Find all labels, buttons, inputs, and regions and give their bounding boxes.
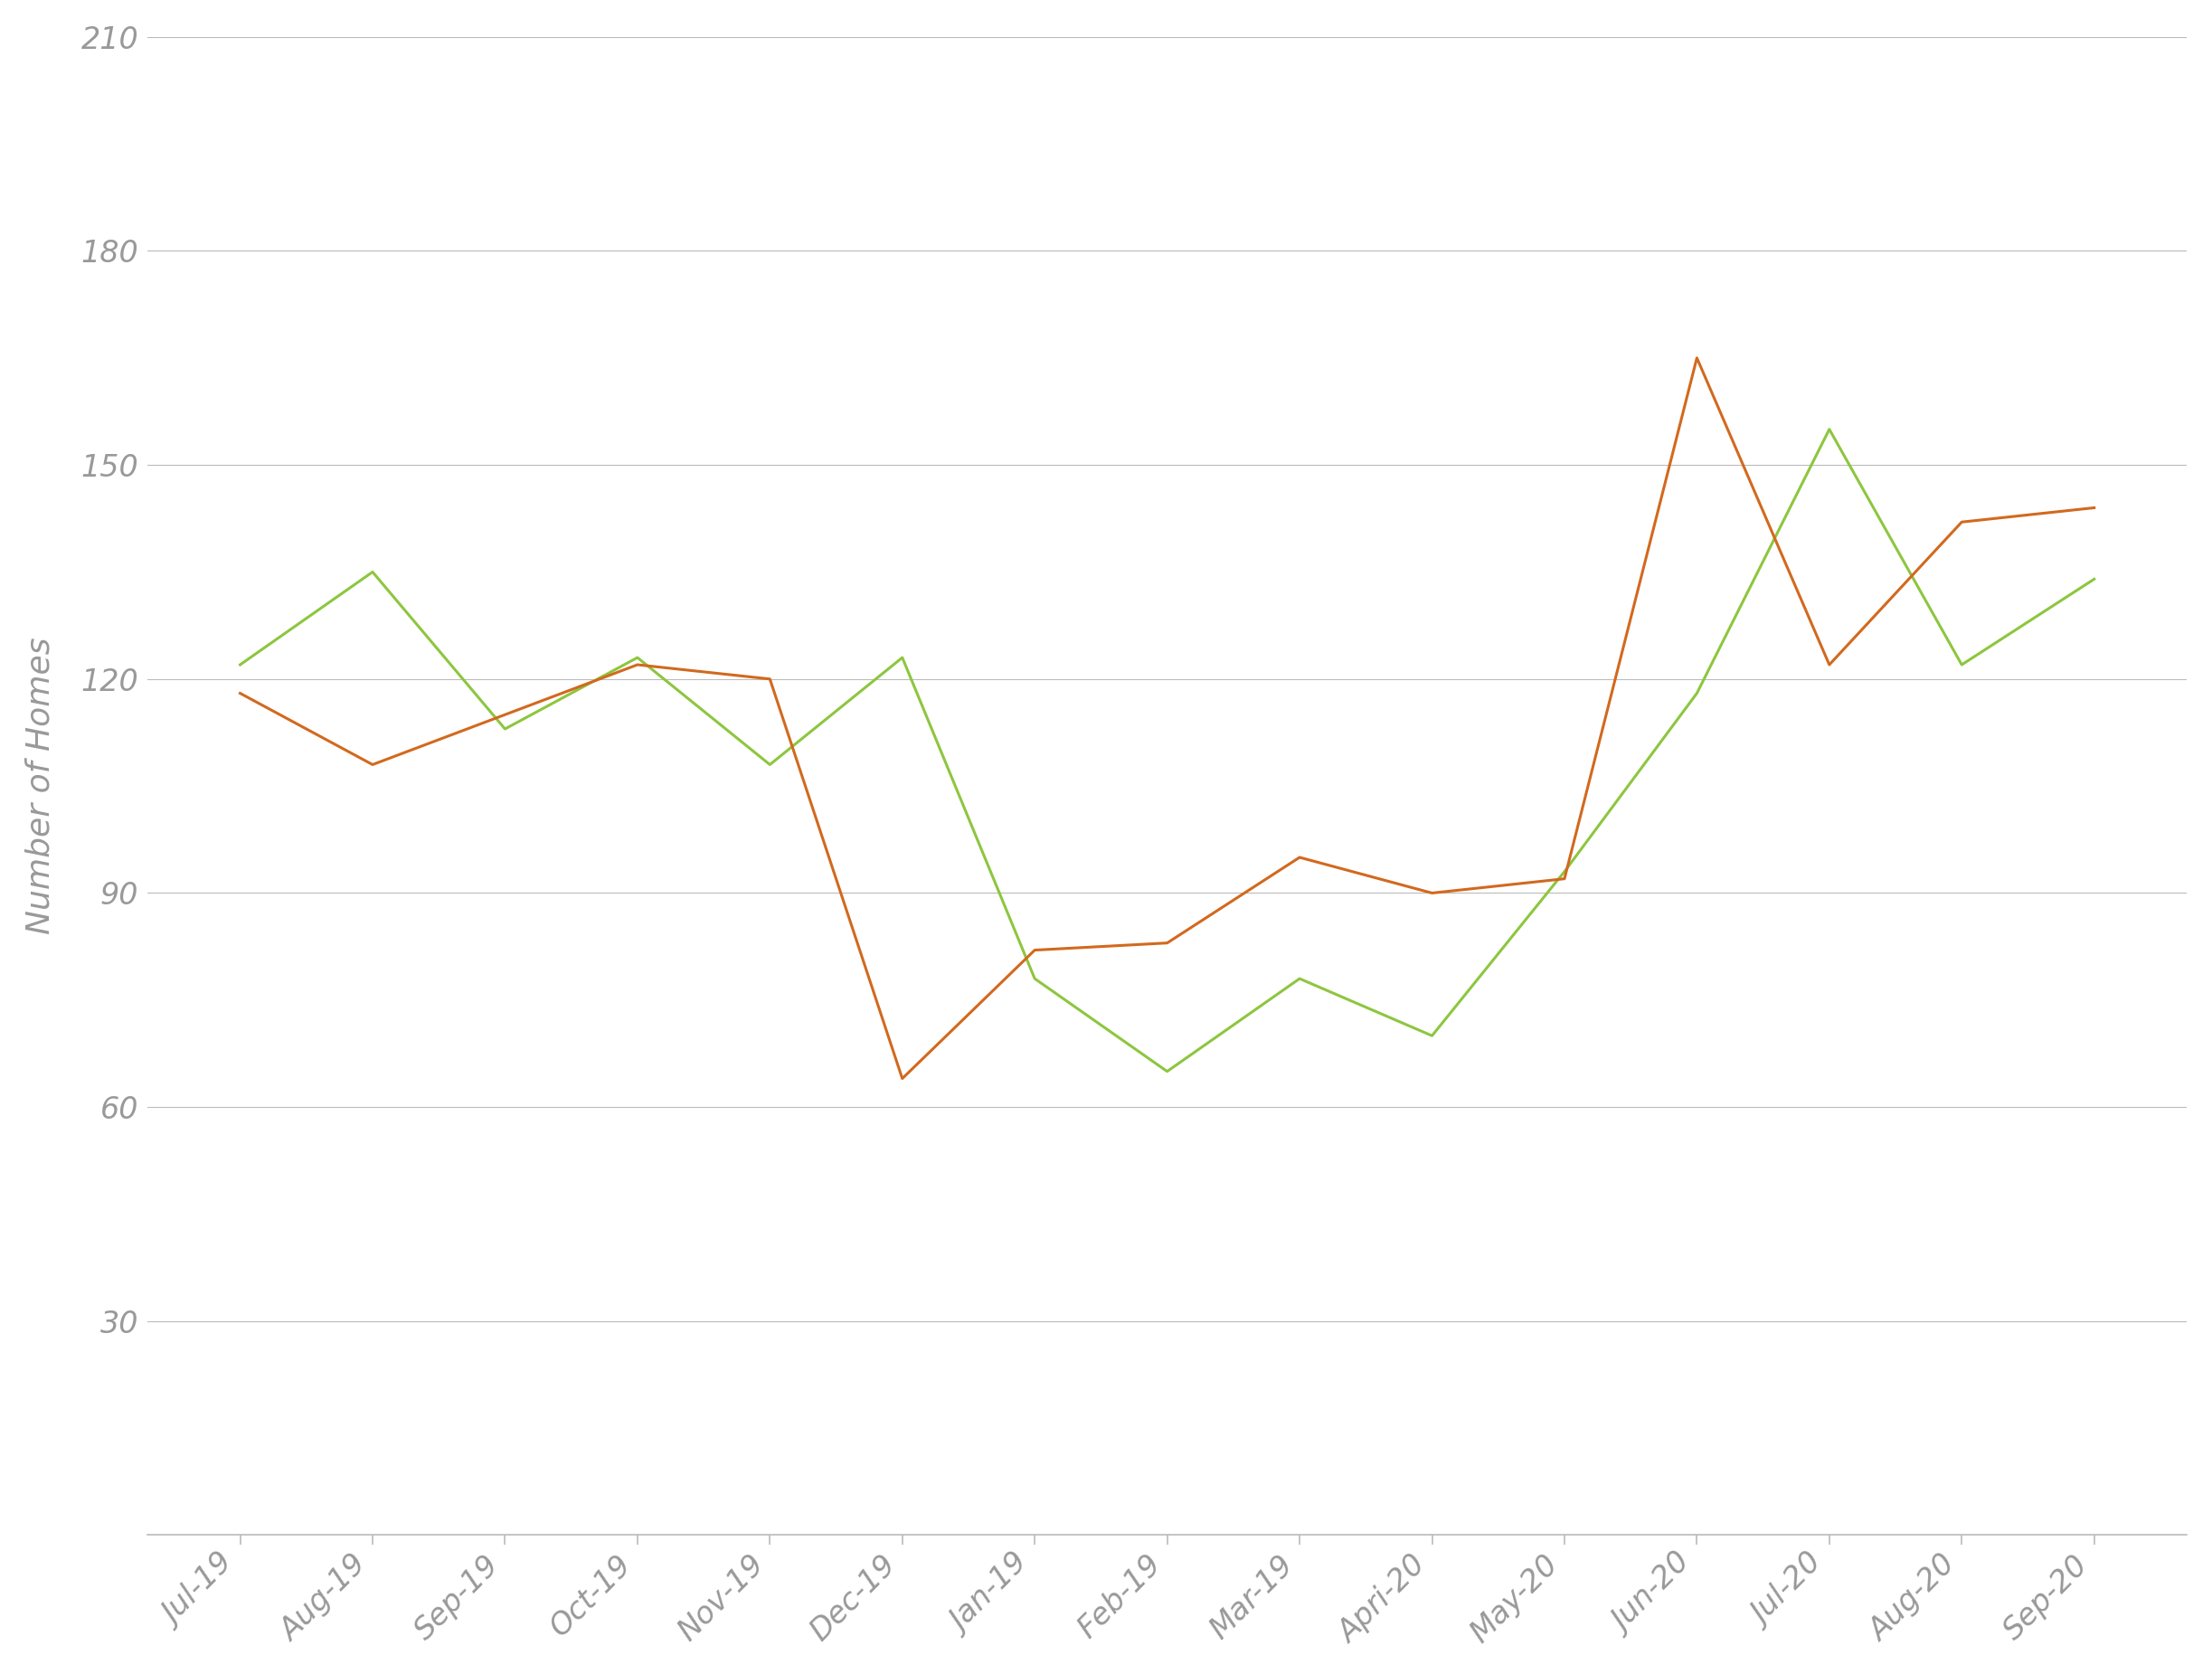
Y-axis label: Number of Homes: Number of Homes	[24, 638, 55, 934]
